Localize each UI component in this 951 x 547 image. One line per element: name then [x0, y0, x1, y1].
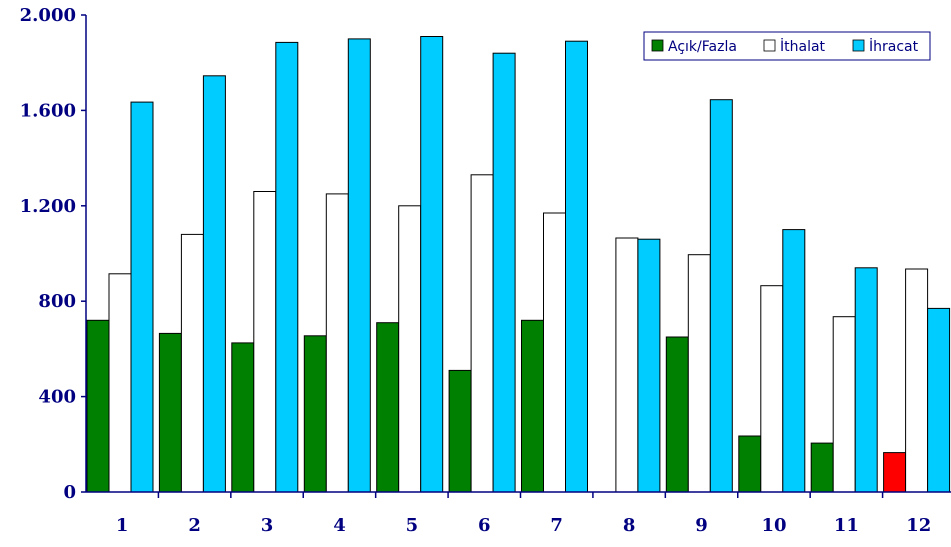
x-tick-labels: 1 2 3 4 5 6 7 8 9 10 11 12 — [116, 515, 931, 536]
bar-series-1-cat-11 — [832, 316, 856, 493]
x-tick-label: 3 — [261, 515, 274, 536]
y-tick-labels: 0 400 800 1.200 1.600 2.000 — [20, 5, 76, 503]
y-tick-label: 800 — [38, 291, 76, 312]
legend-swatch-acik — [651, 39, 664, 52]
x-tick-label: 6 — [478, 515, 491, 536]
bar-series-2-cat-11 — [854, 267, 878, 493]
bar-series-1-cat-3 — [253, 191, 277, 493]
bar-series-0-cat-4 — [303, 335, 327, 493]
legend-swatch-ihracat — [852, 39, 865, 52]
y-tick-label: 400 — [38, 387, 76, 408]
x-tick-label: 4 — [333, 515, 346, 536]
legend-label-acik: Açık/Fazla — [668, 39, 737, 55]
x-tick-label: 10 — [761, 515, 786, 536]
x-tick-label: 12 — [906, 515, 931, 536]
y-tick-label: 0 — [63, 482, 76, 503]
bar-series-2-cat-9 — [709, 99, 733, 493]
bar-series-1-cat-5 — [398, 205, 422, 493]
legend-box — [643, 31, 931, 61]
x-tick-label: 5 — [406, 515, 419, 536]
legend-label-ihracat: İhracat — [869, 37, 919, 55]
legend: Açık/Fazla İthalat İhracat — [643, 31, 931, 61]
bar-series-1-cat-8 — [615, 237, 639, 493]
bar-series-1-cat-9 — [687, 254, 711, 493]
x-tick-label: 1 — [116, 515, 129, 536]
y-tick-label: 2.000 — [20, 5, 76, 26]
x-tick-label: 11 — [834, 515, 859, 536]
y-tick-label: 1.600 — [20, 100, 76, 121]
bar-series-0-cat-12 — [883, 452, 907, 493]
bar-series-2-cat-3 — [275, 41, 299, 493]
y-tick-label: 1.200 — [20, 196, 76, 217]
bar-series-0-cat-6 — [448, 369, 472, 493]
bar-series-0-cat-11 — [810, 442, 834, 493]
bar-series-2-cat-8 — [637, 238, 661, 493]
bar-series-1-cat-7 — [543, 212, 566, 493]
bar-series-1-cat-2 — [180, 233, 204, 493]
bar-series-2-cat-10 — [782, 229, 806, 493]
legend-label-ithalat: İthalat — [780, 37, 826, 55]
x-tick-label: 2 — [188, 515, 201, 536]
bar-series-2-cat-1 — [130, 101, 154, 493]
bar-series-1-cat-6 — [470, 174, 494, 493]
bar-series-0-cat-9 — [665, 336, 689, 493]
legend-swatch-ithalat — [763, 39, 776, 52]
bars-group — [86, 36, 951, 493]
bar-series-1-cat-4 — [325, 193, 349, 493]
bar-series-2-cat-12 — [927, 307, 951, 493]
bar-series-1-cat-12 — [905, 268, 929, 493]
bar-series-2-cat-2 — [202, 75, 226, 493]
bar-series-0-cat-10 — [738, 435, 762, 493]
bar-series-2-cat-7 — [565, 40, 588, 493]
bar-series-2-cat-4 — [347, 38, 371, 493]
x-tick-label: 8 — [623, 515, 636, 536]
x-tick-label: 7 — [550, 515, 563, 536]
bar-series-0-cat-1 — [86, 319, 110, 493]
bar-series-0-cat-3 — [231, 342, 255, 493]
x-tick-label: 9 — [695, 515, 708, 536]
axes-group — [81, 14, 951, 498]
bar-series-0-cat-5 — [376, 322, 400, 493]
bar-series-1-cat-1 — [108, 273, 132, 493]
bar-series-2-cat-6 — [492, 52, 516, 493]
bar-series-0-cat-2 — [158, 332, 182, 493]
bar-series-0-cat-7 — [521, 319, 544, 493]
bar-series-2-cat-5 — [420, 36, 444, 493]
bar-series-1-cat-10 — [760, 285, 784, 493]
